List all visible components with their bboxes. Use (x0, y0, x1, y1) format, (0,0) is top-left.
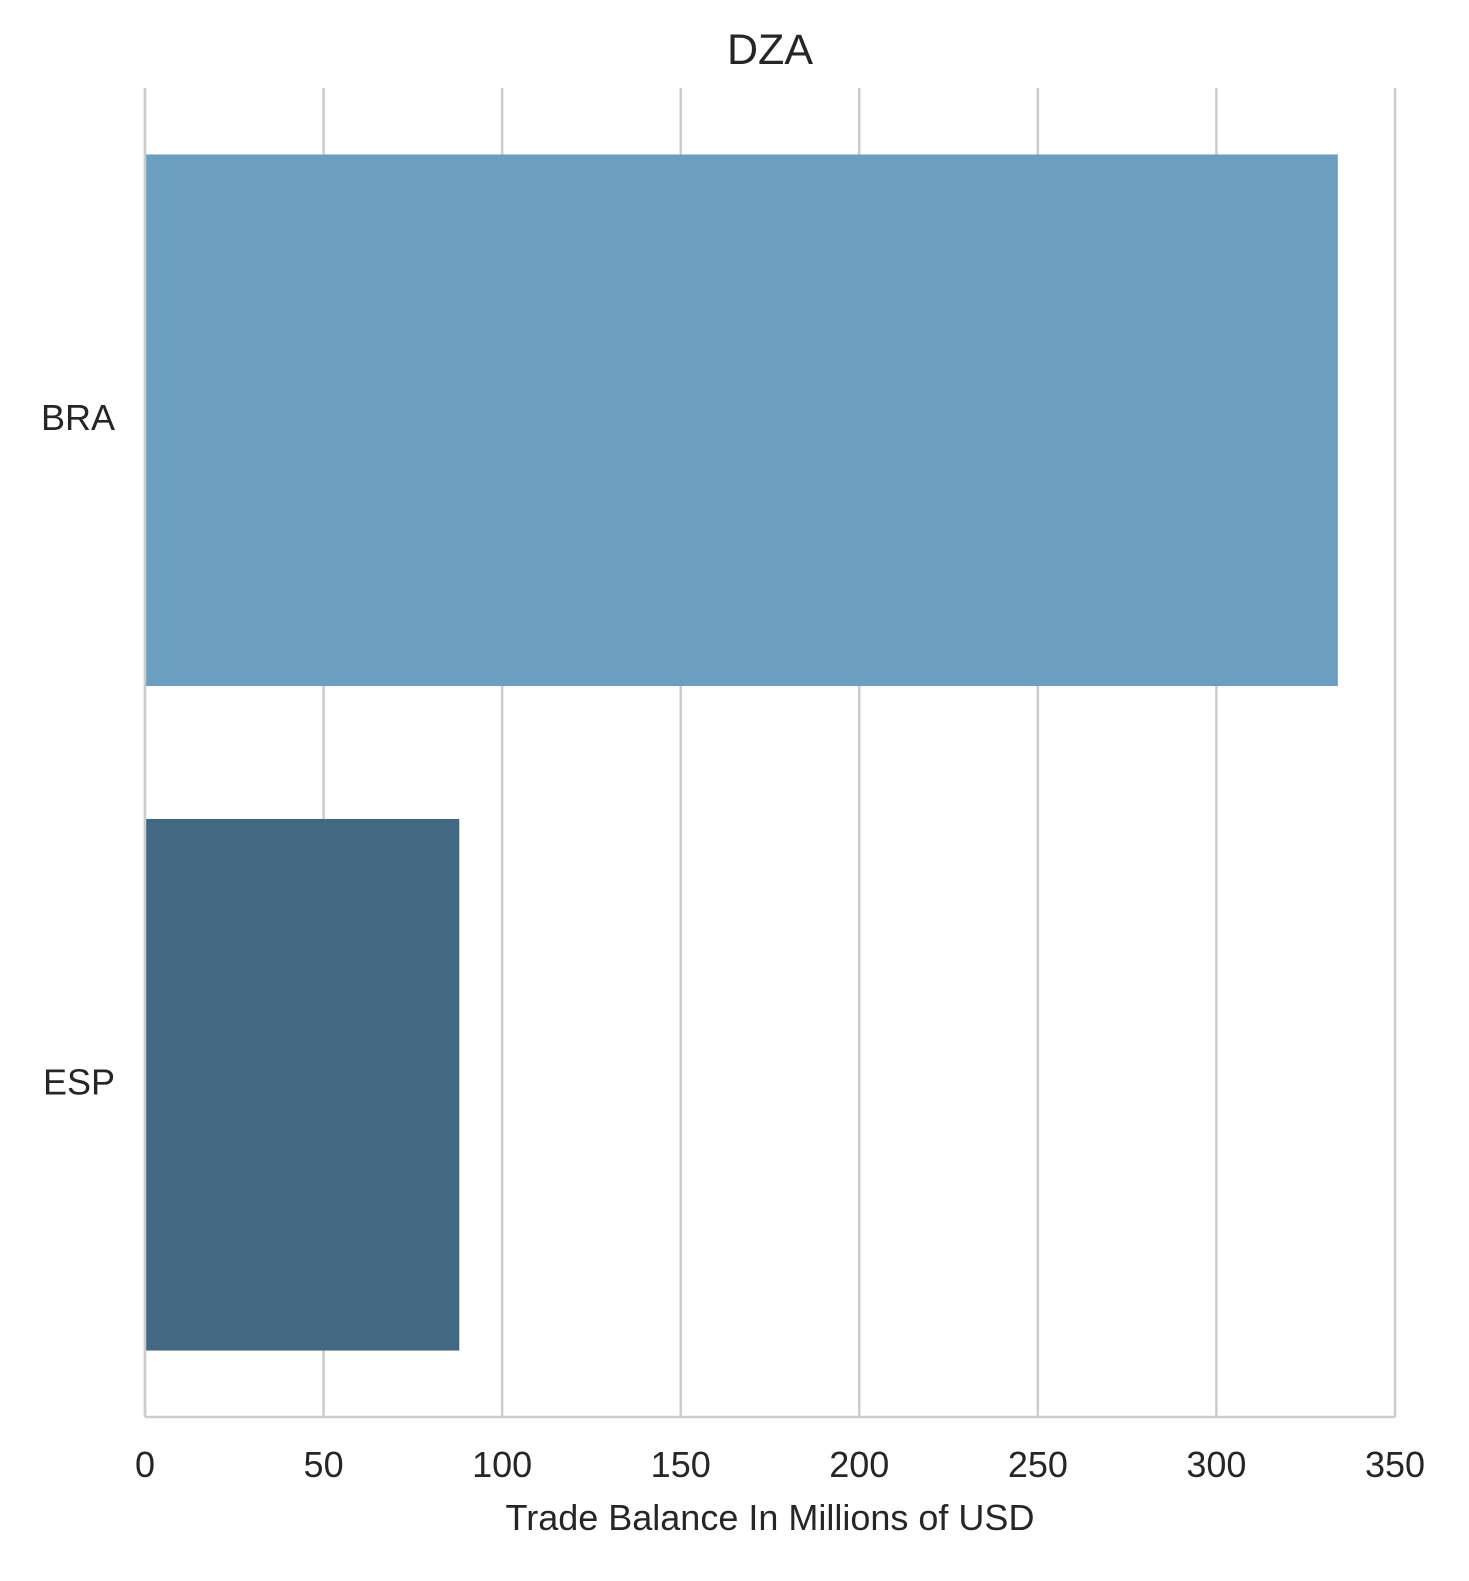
x-tick-label: 50 (304, 1444, 344, 1485)
axes (143, 88, 1395, 1419)
y-category-labels: BRA ESP (41, 397, 115, 1103)
x-tick-label: 200 (829, 1444, 889, 1485)
x-tick-label: 350 (1365, 1444, 1425, 1485)
y-category-label: BRA (41, 397, 115, 438)
x-axis-title: Trade Balance In Millions of USD (506, 1497, 1035, 1538)
bars (145, 154, 1338, 1351)
x-tick-label: 150 (651, 1444, 711, 1485)
x-tick-label: 0 (135, 1444, 155, 1485)
x-tick-label: 250 (1008, 1444, 1068, 1485)
x-tick-label: 300 (1186, 1444, 1246, 1485)
y-category-label: ESP (43, 1061, 115, 1102)
x-tick-labels: 0 50 100 150 200 250 300 350 (135, 1444, 1425, 1485)
chart-title: DZA (727, 26, 813, 74)
bar-bra (145, 154, 1338, 687)
bar-esp (145, 818, 460, 1351)
x-tick-label: 100 (472, 1444, 532, 1485)
